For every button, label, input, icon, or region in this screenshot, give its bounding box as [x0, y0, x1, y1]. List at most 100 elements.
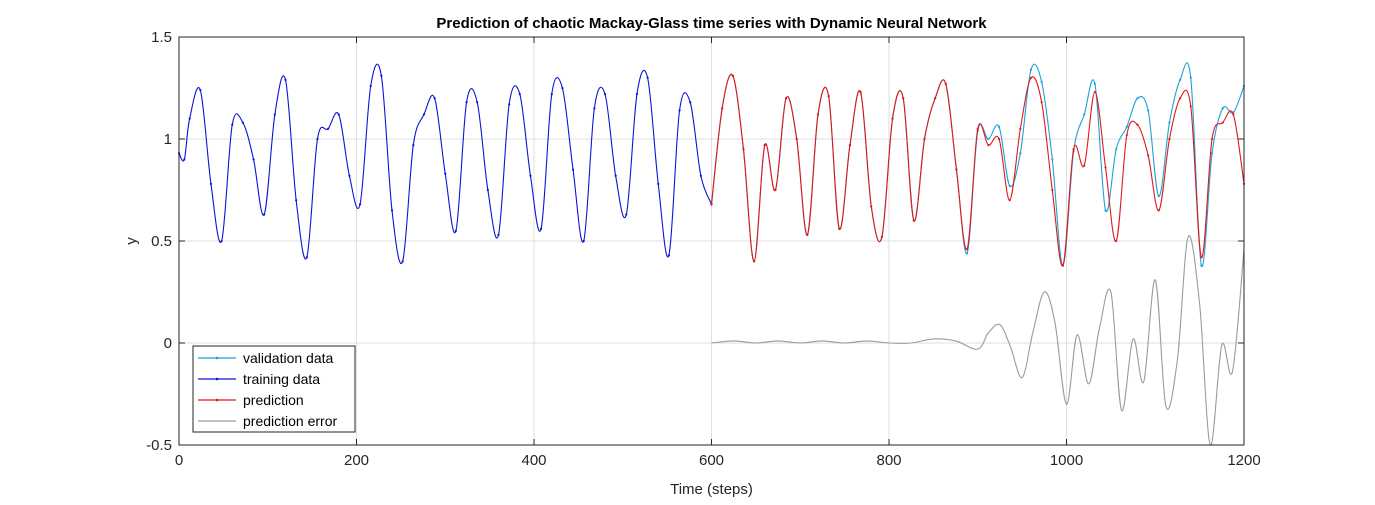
prediction-point [753, 260, 756, 263]
validation-data-point [1200, 264, 1203, 267]
legend-swatch-marker [215, 377, 219, 381]
prediction-point [1232, 113, 1235, 116]
prediction-point [848, 144, 852, 147]
y-tick-label: 1.5 [151, 29, 172, 46]
prediction-point [1019, 127, 1022, 130]
prediction-point [976, 127, 979, 130]
training-data-point [529, 174, 532, 177]
prediction-point [731, 74, 734, 77]
prediction-point [902, 97, 905, 100]
chart-title: Prediction of chaotic Mackay-Glass time … [436, 15, 987, 32]
training-data-point [550, 93, 553, 96]
prediction-point [1083, 164, 1086, 167]
ticks: 0 200 400 600 800 1000 1200-0.500.511.5 [146, 29, 1261, 469]
validation-data-point [1221, 107, 1224, 110]
validation-data-point [1210, 152, 1214, 155]
training-data-point [689, 101, 692, 104]
prediction-point [1061, 264, 1065, 267]
training-data-point [454, 229, 457, 232]
training-data-point [412, 144, 415, 147]
y-tick-label: 0.5 [151, 233, 172, 250]
validation-data-point [1136, 97, 1139, 100]
legend-swatch-marker [215, 398, 219, 402]
x-tick-label: 800 [876, 452, 901, 469]
prediction-point [774, 188, 777, 192]
training-data-point [646, 76, 649, 79]
training-data-point [508, 103, 511, 106]
training-data-point [231, 123, 234, 126]
training-data-point [476, 101, 479, 104]
training-data-point [273, 113, 276, 116]
training-data-point [337, 113, 340, 116]
prediction-point [1072, 148, 1075, 151]
prediction-point [987, 144, 990, 147]
legend-label: prediction error [243, 413, 337, 429]
prediction-point [784, 97, 788, 100]
prediction-point [1157, 209, 1160, 212]
series-layer [177, 62, 1246, 446]
training-data-point [369, 84, 372, 88]
training-data-point [188, 117, 191, 120]
y-axis-label: y [123, 237, 140, 245]
prediction-point [1210, 137, 1214, 141]
legend-label: training data [243, 371, 320, 387]
prediction-point [1125, 133, 1128, 137]
y-tick-label: 0 [164, 335, 172, 352]
training-data-point [380, 74, 383, 77]
validation-data-point [1157, 195, 1160, 198]
legend-label: validation data [243, 350, 334, 366]
validation-data-point [1104, 209, 1107, 212]
training-data-point [582, 239, 585, 243]
validation-data-point [1168, 121, 1171, 124]
prediction-point [1147, 154, 1150, 157]
training-data-point [667, 254, 671, 257]
validation-data-point [997, 125, 1001, 128]
prediction-point [838, 227, 841, 230]
legend-item-prediction: prediction [198, 392, 304, 408]
prediction-point [891, 117, 894, 120]
training-data-point [678, 109, 681, 112]
validation-data-point [1019, 152, 1022, 155]
x-tick-label: 600 [699, 452, 724, 469]
prediction-error-series [711, 235, 1245, 446]
prediction-point [795, 137, 798, 141]
training-data-point [540, 227, 543, 230]
training-data-point [571, 168, 575, 171]
prediction-point [923, 137, 926, 141]
prediction-point [966, 248, 969, 251]
prediction-point [1136, 123, 1139, 126]
prediction-series [710, 73, 1246, 267]
prediction-point [997, 137, 1001, 141]
training-data-point [284, 78, 287, 81]
prediction-point [1029, 76, 1033, 79]
training-data-point [614, 174, 617, 177]
validation-data-point [1115, 148, 1118, 151]
prediction-point [763, 144, 766, 147]
x-tick-label: 0 [175, 452, 183, 469]
training-data-point [635, 93, 639, 96]
training-data-point [390, 209, 394, 212]
prediction-point [859, 90, 862, 94]
x-tick-label: 1000 [1050, 452, 1083, 469]
legend-item-training-data: training data [198, 371, 320, 387]
training-data-point [295, 199, 298, 202]
training-data-point [625, 213, 628, 216]
validation-data-point [1179, 78, 1182, 81]
prediction-point [710, 203, 713, 206]
legend-label: prediction [243, 392, 304, 408]
prediction-point [1093, 90, 1096, 94]
training-data-point [209, 182, 213, 185]
prediction-point [1008, 199, 1011, 202]
y-tick-label: 1 [164, 131, 172, 148]
validation-data-point [987, 137, 990, 141]
validation-data-point [1029, 68, 1033, 71]
training-data-point [699, 174, 702, 177]
training-data-point [465, 101, 468, 104]
x-tick-label: 1200 [1227, 452, 1260, 469]
prediction-point [955, 168, 958, 171]
prediction-point [1200, 256, 1203, 259]
prediction-point [1115, 239, 1118, 243]
training-data-point [220, 239, 223, 243]
training-data-point [199, 88, 202, 92]
